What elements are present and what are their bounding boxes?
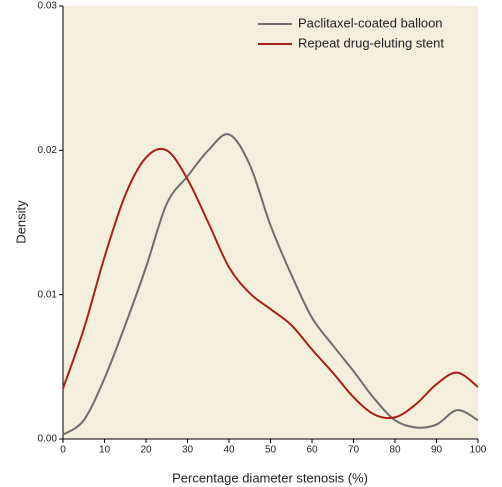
x-tick-label: 70 xyxy=(348,445,360,456)
y-axis-label: Density xyxy=(13,200,28,244)
x-tick-label: 10 xyxy=(99,445,111,456)
x-tick-label: 90 xyxy=(431,445,443,456)
x-tick-label: 20 xyxy=(140,445,152,456)
x-tick-label: 100 xyxy=(470,445,487,456)
y-tick-label: 0.03 xyxy=(38,1,58,12)
x-tick-label: 50 xyxy=(265,445,277,456)
y-tick-label: 0.02 xyxy=(38,145,58,156)
x-axis-label: Percentage diameter stenosis (%) xyxy=(172,470,368,485)
x-tick-label: 60 xyxy=(306,445,318,456)
legend-label: Paclitaxel-coated balloon xyxy=(298,15,443,30)
x-tick-label: 40 xyxy=(223,445,235,456)
series-line xyxy=(62,147,479,420)
legend-label: Repeat drug-eluting stent xyxy=(298,35,444,50)
x-tick-label: 80 xyxy=(389,445,401,456)
x-tick-label: 30 xyxy=(182,445,194,456)
y-tick-label: 0.01 xyxy=(38,289,58,300)
x-tick-label: 0 xyxy=(60,445,66,456)
series-line xyxy=(62,133,479,436)
y-tick-label: 0.00 xyxy=(38,434,58,445)
